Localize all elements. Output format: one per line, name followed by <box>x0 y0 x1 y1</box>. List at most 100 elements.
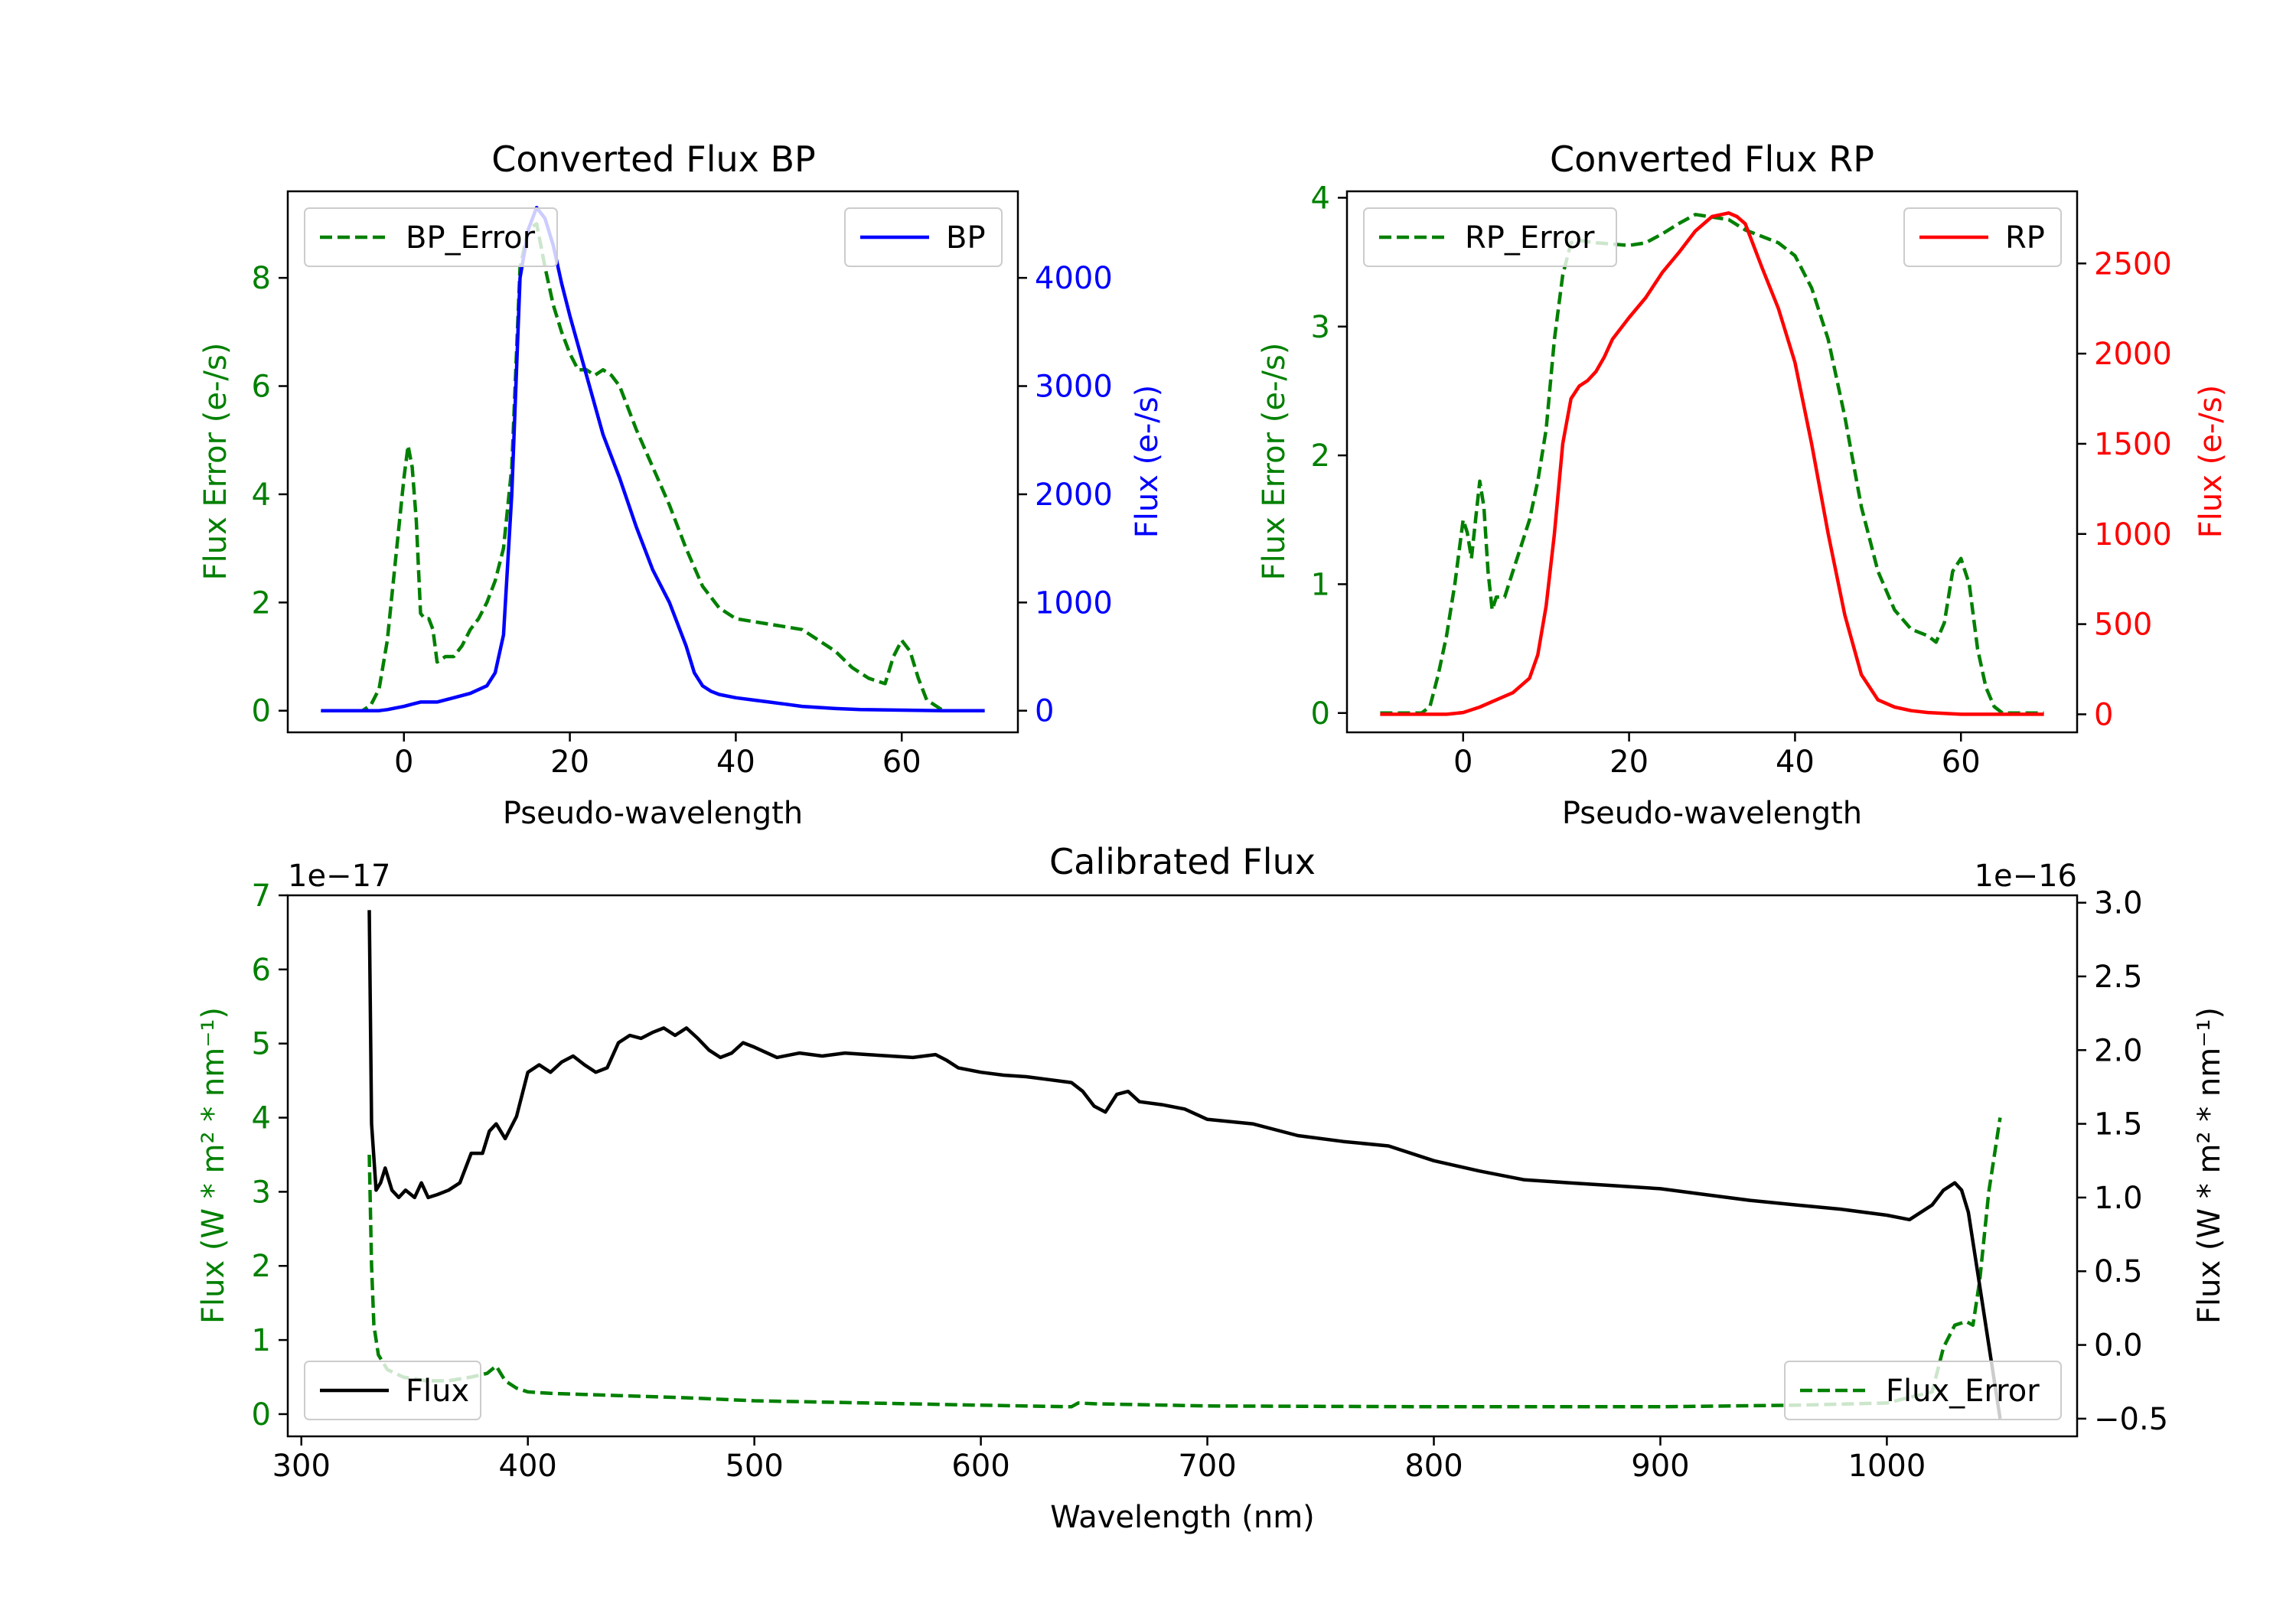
left-tick-label: 6 <box>252 953 271 988</box>
chart-bp-legend-right: BP <box>844 207 1003 267</box>
x-tick-label: 0 <box>1453 745 1473 780</box>
chart-cal-right-multiplier: 1e−16 <box>1975 859 2077 894</box>
chart-cal-title: Calibrated Flux <box>1049 841 1316 882</box>
chart-bp-right-ticks: 0 1000 2000 3000 4000 <box>1018 261 1113 729</box>
series-line-flux <box>367 910 2002 1420</box>
legend-label-bp-error: BP_Error <box>406 220 536 256</box>
chart-bp-title: Converted Flux BP <box>491 139 816 180</box>
legend-box <box>1784 1361 2062 1420</box>
right-tick-label: 4000 <box>1035 261 1113 296</box>
right-tick-label: 3.0 <box>2094 886 2143 921</box>
chart-rp-xlabel: Pseudo-wavelength <box>1562 796 1862 831</box>
left-tick-label: 4 <box>1311 181 1330 216</box>
right-tick-label: 3000 <box>1035 370 1113 405</box>
x-tick-label: 1000 <box>1848 1449 1926 1484</box>
x-tick-label: 60 <box>882 745 921 780</box>
x-tick-label: 700 <box>1178 1449 1236 1484</box>
x-tick-label: 40 <box>716 745 755 780</box>
x-tick-label: 300 <box>272 1449 331 1484</box>
chart-bp-xlabel: Pseudo-wavelength <box>503 796 803 831</box>
chart-bp-legend-left: BP_Error <box>304 207 558 267</box>
left-tick-label: 2 <box>252 585 271 621</box>
left-tick-label: 4 <box>252 1101 271 1136</box>
chart-rp-lines <box>1380 211 2044 716</box>
right-tick-label: 2000 <box>1035 478 1113 513</box>
chart-rp: Converted Flux RP 0 20 40 60 0 1 2 3 4 0 500 1000… <box>1257 139 2229 831</box>
right-tick-label: 2.0 <box>2094 1033 2143 1068</box>
chart-cal: Calibrated Flux 300 400 500 600 700 800 900 100… <box>196 841 2227 1535</box>
right-tick-label: 500 <box>2094 608 2152 643</box>
chart-cal-x-ticks: 300 400 500 600 700 800 900 1000 <box>272 1436 1926 1484</box>
right-tick-label: 0.5 <box>2094 1254 2143 1289</box>
left-tick-label: 6 <box>252 370 271 405</box>
chart-rp-title: Converted Flux RP <box>1550 139 1874 180</box>
left-tick-label: 0 <box>252 1397 271 1433</box>
legend-box <box>304 207 558 267</box>
chart-rp-left-label: Flux Error (e-/s) <box>1257 343 1292 581</box>
x-tick-label: 20 <box>1609 745 1649 780</box>
chart-cal-legend-left: Flux <box>304 1361 481 1420</box>
right-tick-label: 1000 <box>2094 517 2172 553</box>
right-tick-label: −0.5 <box>2094 1402 2168 1437</box>
x-tick-label: 60 <box>1942 745 1981 780</box>
left-tick-label: 5 <box>252 1027 271 1062</box>
left-tick-label: 0 <box>252 694 271 729</box>
legend-label-rp-error: RP_Error <box>1465 220 1595 256</box>
legend-label-bp: BP <box>946 220 986 256</box>
chart-rp-right-ticks: 0 500 1000 1500 2000 2500 <box>2077 246 2172 732</box>
series-line-bp-error <box>321 222 985 712</box>
x-tick-label: 400 <box>499 1449 557 1484</box>
chart-bp: Converted Flux BP 0 20 40 60 0 2 4 6 8 0 1000 200… <box>198 139 1165 831</box>
chart-cal-xlabel: Wavelength (nm) <box>1050 1500 1315 1535</box>
x-tick-label: 0 <box>394 745 413 780</box>
x-tick-label: 600 <box>951 1449 1009 1484</box>
legend-box <box>304 1361 481 1420</box>
right-tick-label: 1.0 <box>2094 1181 2143 1216</box>
right-tick-label: 0.0 <box>2094 1328 2143 1364</box>
chart-cal-frame <box>286 894 2079 1438</box>
left-tick-label: 1 <box>252 1323 271 1358</box>
right-tick-label: 1.5 <box>2094 1107 2143 1143</box>
series-line-rp-error <box>1380 213 2044 715</box>
left-tick-label: 3 <box>1311 310 1330 345</box>
left-tick-label: 7 <box>252 878 271 914</box>
left-tick-label: 2 <box>1311 438 1330 474</box>
x-tick-label: 20 <box>550 745 589 780</box>
chart-bp-left-label: Flux Error (e-/s) <box>198 343 233 581</box>
chart-cal-left-label: Flux (W * m² * nm⁻¹) <box>196 1007 231 1324</box>
chart-rp-plot <box>1380 211 2044 716</box>
x-tick-label: 500 <box>725 1449 783 1484</box>
chart-bp-left-ticks: 0 2 4 6 8 <box>252 261 288 729</box>
chart-cal-right-ticks: −0.5 0.0 0.5 1.0 1.5 2.0 2.5 3.0 <box>2077 886 2168 1437</box>
right-tick-label: 2500 <box>2094 246 2172 282</box>
chart-cal-right-label: Flux (W * m² * nm⁻¹) <box>2192 1007 2227 1324</box>
series-line-bp <box>321 205 985 712</box>
x-tick-label: 900 <box>1631 1449 1689 1484</box>
left-tick-label: 4 <box>252 478 271 513</box>
chart-cal-left-ticks: 0 1 2 3 4 5 6 7 <box>252 878 288 1433</box>
legend-label-flux-error: Flux_Error <box>1886 1374 2040 1409</box>
chart-cal-legend-right: Flux_Error <box>1784 1361 2062 1420</box>
chart-cal-left-multiplier: 1e−17 <box>288 859 390 894</box>
chart-bp-plot <box>321 205 985 712</box>
left-tick-label: 0 <box>1311 696 1330 732</box>
series-line-rp <box>1380 211 2044 716</box>
chart-rp-frame <box>1345 190 2079 734</box>
legend-label-flux: Flux <box>406 1374 469 1409</box>
chart-rp-legend-left: RP_Error <box>1363 207 1617 267</box>
chart-rp-left-ticks: 0 1 2 3 4 <box>1311 181 1347 732</box>
left-tick-label: 8 <box>252 261 271 296</box>
chart-rp-right-label: Flux (e-/s) <box>2193 385 2229 538</box>
right-tick-label: 0 <box>1035 694 1054 729</box>
x-tick-label: 40 <box>1776 745 1815 780</box>
x-tick-label: 800 <box>1404 1449 1463 1484</box>
chart-rp-x-ticks: 0 20 40 60 <box>1453 732 1981 780</box>
left-tick-label: 1 <box>1311 567 1330 602</box>
right-tick-label: 2.5 <box>2094 960 2143 995</box>
left-tick-label: 3 <box>252 1175 271 1210</box>
legend-box <box>1363 207 1617 267</box>
chart-bp-lines <box>321 205 985 712</box>
right-tick-label: 1000 <box>1035 585 1113 621</box>
